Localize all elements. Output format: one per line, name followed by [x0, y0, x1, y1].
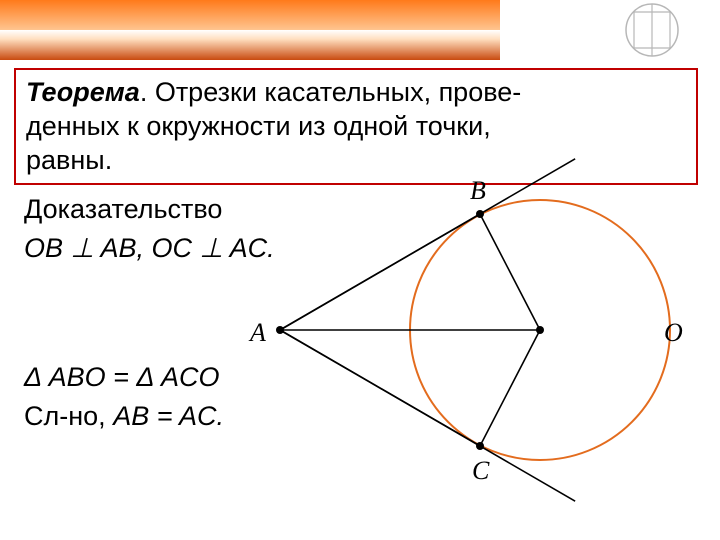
header-thumbnail	[592, 0, 712, 60]
point-label-b: B	[470, 176, 486, 206]
proof-heading: Доказательство	[24, 190, 704, 229]
point-label-c: C	[472, 456, 489, 486]
proof-conclusion: Сл-но, AB = AC.	[24, 397, 704, 436]
theorem-line2: денных к окружности из одной точки,	[26, 111, 491, 141]
proof-perp-line: OB ⊥ AB, OC ⊥ AC.	[24, 229, 704, 268]
point-label-a: A	[250, 318, 266, 348]
point-label-o: O	[664, 318, 683, 348]
theorem-box: Теорема. Отрезки касательных, прове- ден…	[14, 68, 698, 185]
theorem-line3: равны.	[26, 145, 112, 175]
proof-block: Доказательство OB ⊥ AB, OC ⊥ AC. Δ ABO =…	[24, 190, 704, 437]
theorem-label: Теорема	[26, 77, 140, 107]
theorem-line1: . Отрезки касательных, прове-	[140, 77, 521, 107]
proof-triangles: Δ ABO = Δ ACO	[24, 358, 704, 397]
theorem-text: Теорема. Отрезки касательных, прове- ден…	[26, 76, 686, 177]
